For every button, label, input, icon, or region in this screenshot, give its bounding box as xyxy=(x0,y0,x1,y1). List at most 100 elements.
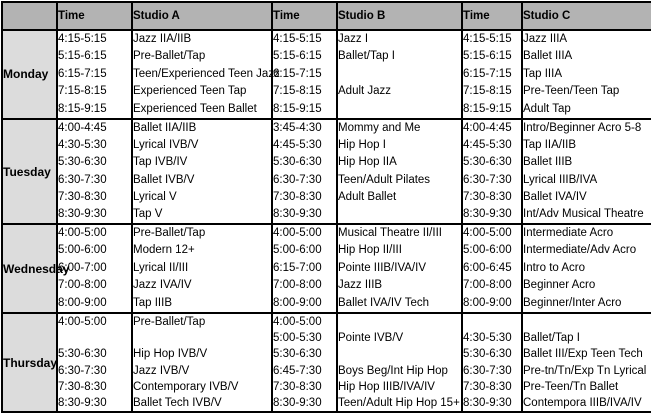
schedule-entry: Hip Hop IIIB/IVA/IV xyxy=(338,380,435,393)
schedule-entry: 8:30-9:30 xyxy=(463,207,512,220)
schedule-entry: 5:00-6:00 xyxy=(273,244,322,257)
schedule-entry: Intro/Beginner Acro 5-8 xyxy=(523,121,642,134)
schedule-entry: 5:15-6:15 xyxy=(463,50,512,63)
schedule-entry: Teen/Adult Pilates xyxy=(338,173,431,186)
schedule-entry: 4:00-5:00 xyxy=(273,316,322,329)
schedule-entry: Ballet/Tap I xyxy=(338,50,395,63)
schedule-entry: Ballet IIIA xyxy=(523,50,573,63)
header-studio-c: Studio C xyxy=(521,1,651,31)
schedule-entry: Intermediate/Adv Acro xyxy=(523,244,637,257)
schedule-entry: Ballet IIA/IIB xyxy=(133,121,197,134)
schedule-entry: 8:30-9:30 xyxy=(58,396,107,409)
schedule-entry: 7:30-8:30 xyxy=(463,380,512,393)
schedule-entry: Ballet IVA/IV xyxy=(523,190,587,203)
schedule-entry: 7:15-8:15 xyxy=(273,85,322,98)
schedule-entry: 7:00-8:00 xyxy=(273,279,322,292)
thursday-time-b-cell: 4:00-5:00 5:00-5:30 5:30-6:30 6:45-7:30 7:30… xyxy=(271,312,338,413)
schedule-entry: 4:30-5:30 xyxy=(58,139,107,152)
schedule-entry: Pointe IVB/V xyxy=(338,332,404,345)
header-time-c: Time xyxy=(461,1,523,31)
schedule-entry: Pre-Teen/Tn Ballet xyxy=(523,380,619,393)
schedule-entry: Boys Beg/Int Hip Hop xyxy=(338,364,448,377)
schedule-entry: 6:15-7:15 xyxy=(463,67,512,80)
schedule-entry: 7:15-8:15 xyxy=(463,85,512,98)
schedule-entry: Mommy and Me xyxy=(338,121,421,134)
schedule-entry: 8:30-9:30 xyxy=(58,207,107,220)
monday-studio-c-cell: Jazz IIIA Ballet IIIA Tap IIIA Pre-Teen/Tee… xyxy=(521,29,651,120)
row-monday: Monday 4:15-5:15 5:15-6:15 6:15-7:15 7:15-8… xyxy=(1,29,651,120)
wednesday-time-a-cell: 4:00-5:00 5:00-6:00 6:00-7:00 7:00-8:00 8:00… xyxy=(56,223,133,315)
schedule-entry: Ballet/Tap I xyxy=(523,332,580,345)
schedule-entry: 4:45-5:30 xyxy=(463,139,512,152)
schedule-entry: 4:15-5:15 xyxy=(463,33,512,45)
schedule-entry xyxy=(338,346,461,362)
wednesday-studio-b-cell: Musical Theatre II/III Hip Hop II/III Poin… xyxy=(336,223,463,315)
schedule-entry: Pre-Ballet/Tap xyxy=(133,50,206,63)
schedule-entry: 7:30-8:30 xyxy=(58,190,107,203)
schedule-entry: Adult Ballet xyxy=(338,190,397,203)
schedule-entry: 4:15-5:15 xyxy=(273,33,322,45)
wednesday-studio-a-cell: Pre-Ballet/Tap Modern 12+ Lyrical II/III Ja… xyxy=(131,223,273,315)
schedule-entry: 5:30-6:30 xyxy=(273,156,322,169)
schedule-entry xyxy=(338,101,461,118)
schedule-entry: Modern 12+ xyxy=(133,244,195,257)
schedule-entry: 7:00-8:00 xyxy=(58,279,107,292)
schedule-entry: Contemporary IVB/V xyxy=(133,380,239,393)
schedule-entry: Jazz I xyxy=(338,33,369,45)
schedule-entry: Beginner Acro xyxy=(523,279,596,292)
thursday-time-c-cell: 4:30-5:30 5:30-6:30 6:30-7:30 7:30-8:30 8:30… xyxy=(461,312,523,413)
monday-time-a-cell: 4:15-5:15 5:15-6:15 6:15-7:15 7:15-8:15 8:15… xyxy=(56,29,133,120)
schedule-entry: 7:30-8:30 xyxy=(58,380,107,393)
schedule-entry: Jazz IVB/V xyxy=(133,364,190,377)
schedule-entry: 6:30-7:30 xyxy=(58,364,107,377)
schedule-entry xyxy=(338,66,461,83)
schedule-entry: Beginner/Inter Acro xyxy=(523,296,622,309)
schedule-entry: 6:15-7:15 xyxy=(273,67,322,80)
header-corner-cell xyxy=(1,1,58,31)
wednesday-time-c-cell: 4:00-5:00 5:00-6:00 6:00-6:45 7:00-8:00 8:00… xyxy=(461,223,523,315)
schedule-entry xyxy=(58,330,131,346)
schedule-entry: Teen/Adult Hip Hop 15+ xyxy=(338,396,460,409)
schedule-entry: 6:30-7:30 xyxy=(463,364,512,377)
schedule-entry: 5:00-6:00 xyxy=(58,244,107,257)
schedule-entry: Hip Hop IVB/V xyxy=(133,348,208,361)
schedule-entry xyxy=(338,314,461,330)
schedule-entry: Ballet IVA/IV Tech xyxy=(338,296,429,309)
schedule-entry: Tap IIA/IIB xyxy=(523,139,577,152)
header-time-b: Time xyxy=(271,1,338,31)
header-studio-a: Studio A xyxy=(131,1,273,31)
schedule-entry: 6:15-7:00 xyxy=(273,261,322,274)
thursday-time-a-cell: 4:00-5:00 5:30-6:30 6:30-7:30 7:30-8:30 8:30… xyxy=(56,312,133,413)
schedule-entry: Lyrical V xyxy=(133,190,177,203)
schedule-entry: Hip Hop I xyxy=(338,139,386,152)
schedule-entry: Jazz IVA/IV xyxy=(133,279,192,292)
schedule-entry: Int/Adv Musical Theatre xyxy=(523,207,644,220)
schedule-entry: Tap IIIB xyxy=(133,296,172,309)
schedule-entry: 8:15-9:15 xyxy=(58,102,107,115)
schedule-entry: 4:45-5:30 xyxy=(273,139,322,152)
schedule-entry: 4:00-5:00 xyxy=(463,227,512,240)
thursday-studio-b-cell: Pointe IVB/V Boys Beg/Int Hip Hop Hip Hop … xyxy=(336,312,463,413)
schedule-entry: 4:00-5:00 xyxy=(58,227,107,240)
schedule-entry: 8:15-9:15 xyxy=(273,102,322,115)
tuesday-time-c-cell: 4:00-4:45 4:45-5:30 5:30-6:30 6:30-7:30 7:30… xyxy=(461,117,523,226)
schedule-entry: 6:30-7:30 xyxy=(58,173,107,186)
monday-time-b-cell: 4:15-5:15 5:15-6:15 6:15-7:15 7:15-8:15 8:15… xyxy=(271,29,338,120)
schedule-entry: 8:30-9:30 xyxy=(273,396,322,409)
tuesday-studio-a-cell: Ballet IIA/IIB Lyrical IVB/V Tap IVB/IV Bal… xyxy=(131,117,273,226)
schedule-entry: Experienced Teen Tap xyxy=(133,85,247,98)
schedule-entry: Ballet IVB/V xyxy=(133,173,195,186)
schedule-entry: 5:30-6:30 xyxy=(463,156,512,169)
schedule-entry: Intermediate Acro xyxy=(523,227,614,240)
schedule-entry: 5:30-6:30 xyxy=(463,348,512,361)
schedule-entry: 5:30-6:30 xyxy=(273,348,322,361)
schedule-entry: Ballet IIIB xyxy=(523,156,573,169)
schedule-entry: Pre-tn/Tn/Exp Tn Lyrical xyxy=(523,364,647,377)
monday-studio-a-cell: Jazz IIA/IIB Pre-Ballet/Tap Teen/Experienc… xyxy=(131,29,280,120)
schedule-entry: Lyrical II/III xyxy=(133,261,189,274)
schedule-entry: 5:00-6:00 xyxy=(463,244,512,257)
schedule-entry: Adult Jazz xyxy=(338,85,392,98)
schedule-entry: Tap IVB/IV xyxy=(133,156,188,169)
schedule-entry: 5:00-5:30 xyxy=(273,332,322,345)
